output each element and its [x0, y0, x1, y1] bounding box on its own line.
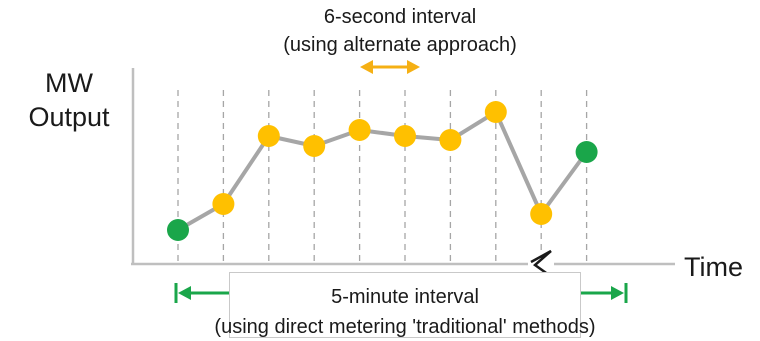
endpoint-marker	[575, 141, 598, 163]
interval-point-marker	[530, 203, 553, 225]
five-minute-interval-box	[229, 272, 581, 338]
interval-point-marker	[257, 125, 280, 147]
interval-point-marker	[348, 119, 371, 141]
five-minute-arrow-left	[174, 283, 232, 303]
six-second-interval-title: 6-second interval	[323, 6, 477, 28]
interval-point-marker	[394, 125, 416, 147]
y-axis-label-line2: Output	[28, 102, 110, 132]
y-axis-label-line1: MW	[45, 68, 93, 98]
endpoint-marker	[167, 219, 189, 241]
x-axis-label: Time	[684, 252, 743, 282]
five-minute-interval-title: 5-minute interval	[331, 286, 479, 308]
data-points	[167, 101, 598, 241]
interval-point-marker	[439, 129, 462, 151]
series-line	[177, 110, 589, 232]
six-second-interval-subtitle: (using alternate approach)	[283, 34, 517, 56]
interval-point-marker	[303, 135, 326, 157]
y-axis-label: MW Output	[14, 66, 124, 134]
five-minute-interval-subtitle: (using direct metering 'traditional' met…	[214, 316, 596, 338]
interval-point-marker	[484, 101, 507, 123]
interval-point-marker	[212, 193, 235, 215]
five-minute-arrow-right	[580, 283, 628, 303]
six-second-arrow	[360, 60, 420, 74]
